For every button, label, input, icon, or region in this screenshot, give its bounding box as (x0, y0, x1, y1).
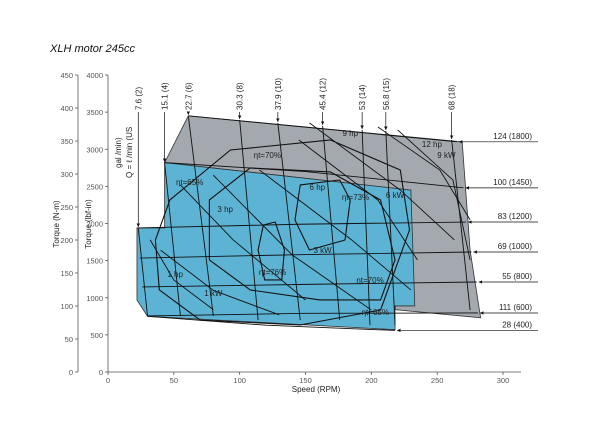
y2-tick-label: 350 (60, 137, 73, 146)
chart-title: XLH motor 245cc (49, 43, 135, 55)
power-curve (259, 169, 412, 291)
flow-label: 15.1 (4) (161, 82, 170, 110)
pressure-label: 124 (1800) (493, 132, 532, 141)
flow-axis-label: Q = ℓ /min (US (125, 127, 134, 178)
y-axis-label: Torque (lbf-in) (84, 199, 93, 249)
y-tick-label: 3000 (86, 145, 103, 154)
y-tick-label: 1000 (86, 294, 103, 303)
y2-tick-label: 400 (60, 104, 73, 113)
x-tick-label: 150 (299, 376, 312, 385)
flow-label: 56.8 (15) (382, 78, 391, 110)
flow-label: 68 (18) (448, 84, 457, 110)
y-tick-label: 4000 (86, 71, 103, 80)
flow-line (385, 131, 396, 326)
annotation: 6 hp (310, 183, 326, 192)
y-tick-label: 3500 (86, 108, 103, 117)
annotation: ηt=70% (254, 151, 281, 160)
flow-label: 53 (14) (358, 84, 367, 110)
y-tick-label: 1500 (86, 257, 103, 266)
annotation: 1 kW (204, 289, 223, 298)
y2-axis-label: Torque (N-m) (52, 200, 61, 247)
y2-tick-label: 200 (60, 236, 73, 245)
x-tick-label: 100 (233, 376, 246, 385)
y-tick-label: 500 (90, 331, 103, 340)
annotation: ηt=65% (362, 308, 389, 317)
flow-line (239, 119, 259, 321)
pressure-label: 55 (800) (502, 272, 532, 281)
flow-axis-label: gal /min) (114, 137, 123, 168)
x-tick-label: 200 (365, 376, 378, 385)
pressure-label: 28 (400) (502, 320, 532, 329)
flow-label: 22.7 (6) (184, 82, 193, 110)
flow-line (187, 115, 214, 316)
pressure-line (142, 281, 477, 288)
y2-tick-label: 100 (60, 302, 73, 311)
pressure-label: 83 (1200) (498, 212, 533, 221)
annotation: ηt=76% (259, 268, 286, 277)
flow-label: 30.3 (8) (236, 82, 245, 110)
y2-tick-label: 0 (69, 368, 73, 377)
y-tick-label: 2500 (86, 182, 103, 191)
y-tick-label: 0 (99, 368, 103, 377)
y2-tick-label: 50 (65, 335, 73, 344)
x-axis-label: Speed (RPM) (292, 385, 341, 394)
power-curve (149, 239, 214, 310)
flow-label: 37.9 (10) (274, 78, 283, 110)
flow-line (277, 122, 301, 321)
annotation: 3 hp (217, 205, 233, 214)
x-tick-label: 0 (106, 376, 110, 385)
power-curve (180, 184, 306, 301)
annotation: 1 hp (167, 270, 183, 279)
y2-tick-label: 150 (60, 269, 73, 278)
x-tick-label: 300 (497, 376, 510, 385)
pressure-label: 100 (1450) (493, 178, 532, 187)
pressure-line (147, 315, 396, 331)
y2-tick-label: 250 (60, 203, 73, 212)
x-tick-label: 50 (170, 376, 178, 385)
y-tick-label: 2000 (86, 220, 103, 229)
flow-line (164, 162, 181, 316)
annotation: 9 hp (342, 129, 358, 138)
annotation: 6 kW (386, 191, 405, 200)
annotation: ηt=73% (342, 193, 369, 202)
efficiency-contour (154, 139, 411, 326)
annotation: 3 kW (313, 246, 332, 255)
power-curve (397, 129, 471, 260)
power-curve (377, 126, 471, 221)
flow-line (322, 125, 341, 321)
x-tick-label: 250 (431, 376, 444, 385)
annotation: ηt=70% (356, 276, 383, 285)
pressure-line (139, 251, 472, 259)
pressure-line (188, 115, 457, 143)
pressure-line (136, 221, 467, 229)
annotation: ηt=65% (176, 178, 203, 187)
power-curve (309, 122, 455, 241)
annotation: 9 kW (437, 151, 456, 160)
pressure-label: 69 (1000) (498, 242, 533, 251)
flow-line (451, 139, 471, 311)
pressure-line (164, 162, 464, 189)
pressure-line (147, 312, 478, 317)
flow-label: 45.4 (12) (319, 78, 328, 110)
flow-label: 7.6 (2) (134, 87, 143, 110)
y2-tick-label: 450 (60, 71, 73, 80)
annotation: 12 hp (422, 140, 443, 149)
efficiency-contour (294, 179, 351, 251)
y2-tick-label: 300 (60, 170, 73, 179)
pressure-label: 111 (600) (499, 303, 532, 312)
flow-line (361, 129, 371, 326)
flow-line (137, 227, 148, 316)
efficiency-contour (208, 167, 396, 301)
